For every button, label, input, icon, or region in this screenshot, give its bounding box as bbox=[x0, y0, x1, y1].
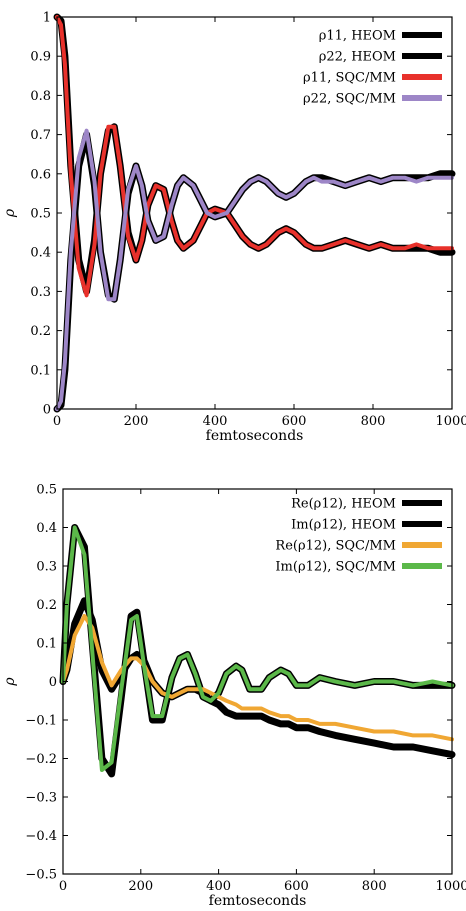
x-tick-label: 600 bbox=[284, 879, 309, 894]
x-tick-label: 0 bbox=[53, 414, 61, 429]
y-tick-label: 0.6 bbox=[30, 167, 51, 182]
y-tick-label: 0.3 bbox=[36, 560, 57, 575]
y-tick-label: 0.5 bbox=[30, 207, 51, 222]
y-tick-label: −0.1 bbox=[25, 714, 57, 729]
chart-populations: 0 200 400 600 800 1000 0 0.1 0.2 0.3 0.4 0.5 0.6 0.7 0… bbox=[2, 11, 466, 445]
x-tick-label: 200 bbox=[124, 414, 149, 429]
legend-label: ρ22, HEOM bbox=[319, 50, 396, 65]
legend: Re(ρ12), HEOM Im(ρ12), HEOM Re(ρ12), SQC/M… bbox=[275, 497, 442, 575]
y-tick-label: 0.1 bbox=[30, 363, 51, 378]
x-tick-label: 1000 bbox=[435, 414, 466, 429]
x-tick-label: 400 bbox=[206, 879, 231, 894]
y-tick-label: 0.8 bbox=[30, 89, 51, 104]
x-tick-label: 600 bbox=[282, 414, 307, 429]
y-tick-label: 0 bbox=[43, 403, 51, 418]
series-line-3 bbox=[55, 128, 454, 411]
legend-label: ρ11, SQC/MM bbox=[303, 71, 396, 86]
y-tick-label: −0.2 bbox=[25, 752, 57, 767]
y-tick-label: 0.7 bbox=[30, 128, 51, 143]
x-tick-label: 800 bbox=[361, 414, 386, 429]
legend-label: ρ22, SQC/MM bbox=[303, 92, 396, 107]
y-tick-label: 0.1 bbox=[36, 637, 57, 652]
y-tick-label: −0.5 bbox=[25, 868, 57, 883]
x-axis-label: femtoseconds bbox=[209, 893, 307, 909]
y-tick-label: 0.3 bbox=[30, 285, 51, 300]
legend-label: Im(ρ12), HEOM bbox=[291, 518, 396, 533]
legend-label: Re(ρ12), SQC/MM bbox=[275, 539, 396, 554]
x-tick-label: 1000 bbox=[435, 879, 466, 894]
y-axis-label: ρ bbox=[2, 677, 18, 687]
y-tick-label: 0.4 bbox=[30, 246, 51, 261]
y-tick-label: 0.2 bbox=[36, 598, 57, 613]
y-tick-label: 0.4 bbox=[36, 521, 57, 536]
y-tick-label: −0.4 bbox=[25, 829, 57, 844]
y-tick-label: 0.9 bbox=[30, 50, 51, 65]
series-line-2 bbox=[55, 15, 454, 298]
y-tick-label: 0.2 bbox=[30, 324, 51, 339]
legend-label: Im(ρ12), SQC/MM bbox=[275, 560, 396, 575]
y-axis-label: ρ bbox=[2, 208, 18, 218]
y-tick-label: 0 bbox=[49, 675, 57, 690]
x-tick-label: 400 bbox=[203, 414, 228, 429]
x-axis-label: femtoseconds bbox=[206, 428, 304, 444]
legend-label: ρ11, HEOM bbox=[319, 29, 396, 44]
legend-label: Re(ρ12), HEOM bbox=[291, 497, 396, 512]
x-tick-label: 0 bbox=[59, 879, 67, 894]
y-tick-label: −0.3 bbox=[25, 791, 57, 806]
legend: ρ11, HEOM ρ22, HEOM ρ11, SQC/MM ρ22, SQC/MM bbox=[303, 29, 442, 107]
y-tick-label: 0.5 bbox=[36, 483, 57, 498]
x-tick-label: 200 bbox=[128, 879, 153, 894]
x-tick-label: 800 bbox=[362, 879, 387, 894]
series-line-0 bbox=[59, 597, 456, 759]
chart-coherences: 0 200 400 600 800 1000 −0.5 −0.4 −0.3 −0.2 −0.1 0 0.… bbox=[2, 483, 466, 910]
y-tick-label: 1 bbox=[43, 11, 51, 26]
series-line-3 bbox=[61, 525, 454, 772]
